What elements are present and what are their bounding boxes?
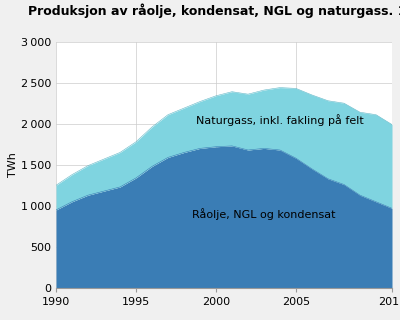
Y-axis label: TWh: TWh	[8, 152, 18, 177]
Text: Naturgass, inkl. fakling på felt: Naturgass, inkl. fakling på felt	[196, 114, 364, 125]
Text: Råolje, NGL og kondensat: Råolje, NGL og kondensat	[192, 208, 336, 220]
Text: Produksjon av råolje, kondensat, NGL og naturgass. 1990-2011. TWh: Produksjon av råolje, kondensat, NGL og …	[28, 3, 400, 18]
